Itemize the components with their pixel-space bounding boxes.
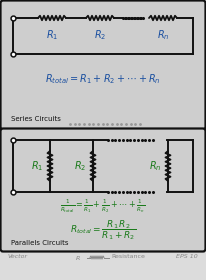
Text: $R$: $R$ (75, 254, 81, 262)
FancyBboxPatch shape (0, 129, 206, 251)
Text: $R_n$: $R_n$ (157, 28, 169, 42)
Text: Parallels Circuits: Parallels Circuits (11, 240, 69, 246)
Text: Series Circuits: Series Circuits (11, 116, 61, 122)
Text: $R_{total} = R_1 + R_2 + \cdots + R_n$: $R_{total} = R_1 + R_2 + \cdots + R_n$ (45, 72, 161, 86)
Text: $R_1$: $R_1$ (46, 28, 58, 42)
Text: EPS 10: EPS 10 (176, 254, 198, 259)
Text: $R_n$: $R_n$ (149, 159, 161, 173)
Text: Resistance: Resistance (111, 254, 145, 259)
Text: $R_2$: $R_2$ (94, 28, 106, 42)
Text: $R_2$: $R_2$ (74, 159, 86, 173)
Text: $R_1$: $R_1$ (31, 159, 43, 173)
Text: Vector: Vector (8, 254, 28, 259)
Text: $R_{total} = \dfrac{R_1\,R_2}{R_1 + R_2}$: $R_{total} = \dfrac{R_1\,R_2}{R_1 + R_2}… (70, 218, 136, 242)
Text: $\frac{1}{R_{total}} = \frac{1}{R_1} + \frac{1}{R_2} + \cdots + \frac{1}{R_n}$: $\frac{1}{R_{total}} = \frac{1}{R_1} + \… (61, 198, 145, 215)
FancyBboxPatch shape (0, 1, 206, 129)
